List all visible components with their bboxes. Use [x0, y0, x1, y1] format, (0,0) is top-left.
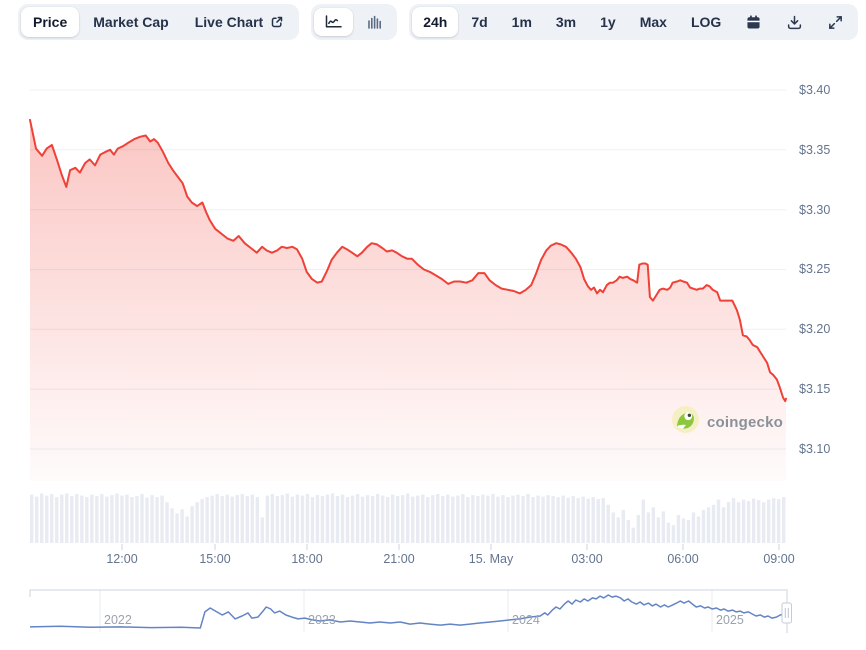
nav-year-label: 2025 — [716, 613, 744, 627]
calendar-icon — [745, 14, 762, 31]
main-plot-interaction-region[interactable] — [30, 70, 786, 544]
y-axis-label: $3.10 — [799, 442, 831, 456]
chart-toolbar: Price Market Cap Live Chart — [18, 4, 859, 40]
x-axis-label: 12:00 — [106, 552, 138, 566]
range-3m-label: 3m — [555, 14, 577, 30]
range-24h-button[interactable]: 24h — [412, 7, 459, 37]
range-max-button[interactable]: Max — [629, 7, 678, 37]
coingecko-watermark-label: coingecko — [707, 413, 783, 431]
y-axis-label: $3.25 — [799, 262, 831, 276]
tab-market-cap-label: Market Cap — [93, 14, 169, 30]
navigator-region[interactable] — [30, 588, 787, 634]
log-scale-button[interactable]: LOG — [680, 7, 732, 37]
tab-market-cap[interactable]: Market Cap — [81, 7, 180, 37]
range-7d-button[interactable]: 7d — [460, 7, 498, 37]
external-link-icon — [270, 15, 284, 29]
volume-bars-series — [30, 493, 786, 544]
y-axis-label: $3.30 — [799, 203, 831, 217]
y-axis-label: $3.40 — [799, 83, 831, 97]
download-button[interactable] — [775, 6, 814, 39]
download-icon — [786, 14, 803, 31]
tab-price-label: Price — [33, 14, 68, 30]
x-axis-label: 03:00 — [571, 552, 603, 566]
x-axis-label: 09:00 — [763, 552, 795, 566]
tab-live-chart[interactable]: Live Chart — [183, 7, 296, 37]
x-axis-label: 18:00 — [291, 552, 323, 566]
series-toggle-group: Price Market Cap Live Chart — [18, 4, 300, 40]
range-1y-button[interactable]: 1y — [589, 7, 627, 37]
range-group: 24h 7d 1m 3m 1y Max LOG — [409, 4, 859, 40]
y-axis-label: $3.20 — [799, 322, 831, 336]
range-1y-label: 1y — [600, 14, 616, 30]
line-chart-icon — [324, 14, 343, 30]
x-axis-label: 15:00 — [199, 552, 231, 566]
nav-year-label: 2023 — [308, 613, 336, 627]
range-3m-button[interactable]: 3m — [545, 7, 587, 37]
range-max-label: Max — [639, 14, 667, 30]
navigator-handle[interactable] — [781, 602, 792, 624]
candlestick-chart-icon — [365, 14, 384, 30]
log-scale-label: LOG — [690, 14, 722, 30]
fullscreen-icon — [827, 14, 844, 31]
coingecko-watermark: coingecko — [672, 406, 783, 438]
x-axis-label: 06:00 — [667, 552, 699, 566]
y-axis-label: $3.35 — [799, 143, 831, 157]
range-7d-label: 7d — [471, 14, 488, 30]
chart-type-line-button[interactable] — [314, 8, 354, 36]
nav-year-label: 2024 — [512, 613, 540, 627]
calendar-button[interactable] — [734, 6, 773, 39]
nav-year-label: 2022 — [104, 613, 132, 627]
x-axis-label: 21:00 — [383, 552, 415, 566]
range-1m-button[interactable]: 1m — [501, 7, 543, 37]
range-1m-label: 1m — [511, 14, 532, 30]
price-area-series — [29, 118, 787, 482]
fullscreen-button[interactable] — [816, 6, 855, 39]
range-24h-label: 24h — [423, 14, 448, 30]
coingecko-gecko-icon — [672, 406, 699, 438]
x-axis-ticks — [121, 544, 780, 550]
chart-type-candlestick-button[interactable] — [355, 8, 394, 36]
y-axis-label: $3.15 — [799, 382, 831, 396]
x-axis-label: 15. May — [468, 552, 514, 566]
chart-type-group — [311, 4, 398, 40]
navigator-series — [29, 594, 788, 629]
tab-live-chart-label: Live Chart — [194, 14, 264, 30]
tab-price[interactable]: Price — [21, 7, 80, 37]
